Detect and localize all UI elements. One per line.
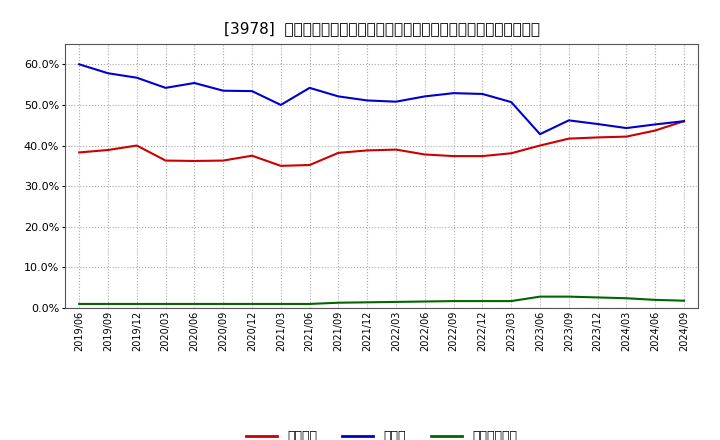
- Title: [3978]  自己資本、のれん、繰延税金資産の総資産に対する比率の推移: [3978] 自己資本、のれん、繰延税金資産の総資産に対する比率の推移: [224, 21, 539, 36]
- Legend: 自己資本, のれん, 繰延税金資産: 自己資本, のれん, 繰延税金資産: [241, 425, 522, 440]
